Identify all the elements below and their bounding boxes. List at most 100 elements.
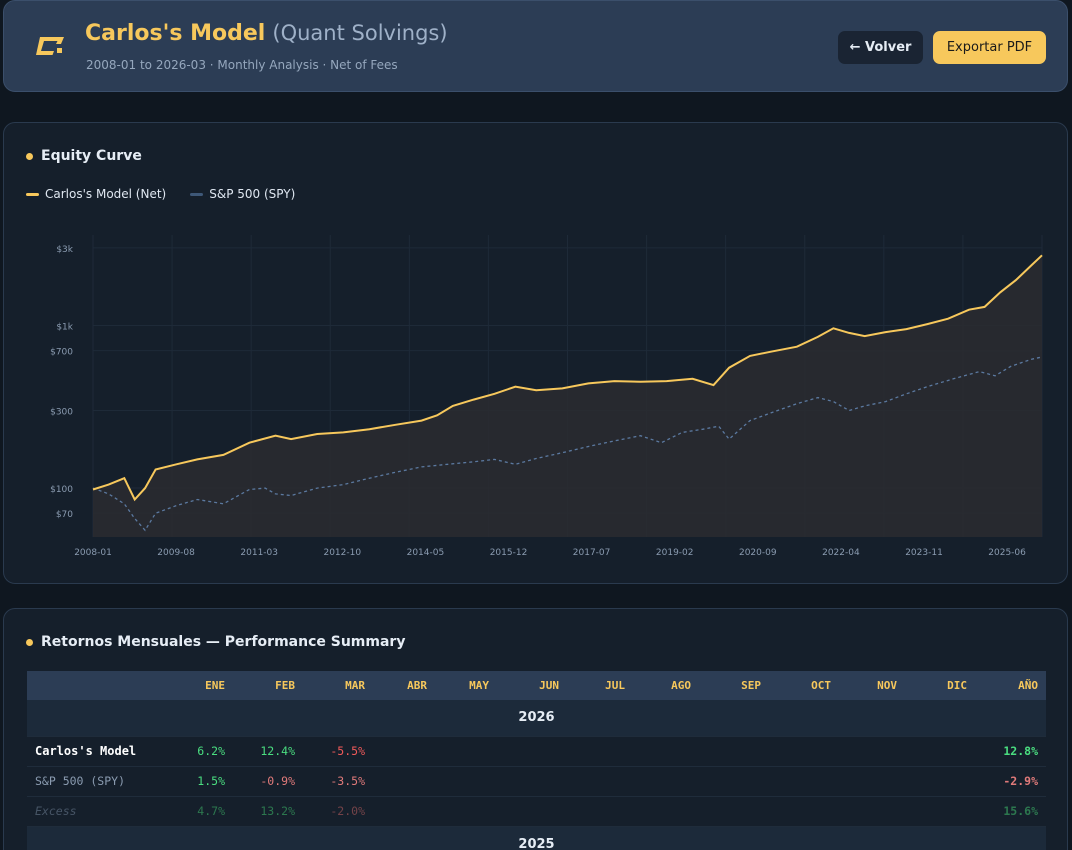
- column-header-jun: JUN: [497, 671, 567, 700]
- table-cell: [567, 766, 633, 797]
- table-cell: [905, 796, 975, 827]
- table-cell: [633, 796, 699, 827]
- table-cell: 1.5%: [157, 766, 233, 797]
- column-header-año: AÑO: [975, 671, 1046, 700]
- year-total-cell: 15.6%: [975, 796, 1046, 827]
- row-label: S&P 500 (SPY): [27, 766, 157, 797]
- chart-legend: Carlos's Model (Net) S&P 500 (SPY): [26, 187, 295, 201]
- y-tick-label: $100: [50, 485, 73, 495]
- model-provider: (Quant Solvings): [272, 21, 448, 45]
- model-title: Carlos's Model: [85, 21, 266, 46]
- table-cell: [567, 736, 633, 767]
- returns-table: ENE FEB MAR ABR MAY JUN JUL AGO SEP OCT NOV DIC AÑO …: [27, 671, 1046, 850]
- y-tick-label: $1k: [56, 322, 73, 332]
- x-tick-label: 2020-09: [739, 548, 777, 558]
- table-cell: [497, 796, 567, 827]
- column-header-oct: OCT: [769, 671, 839, 700]
- table-cell: 4.7%: [157, 796, 233, 827]
- column-header-ene: ENE: [157, 671, 233, 700]
- table-cell: 12.4%: [233, 736, 303, 767]
- spy-series-line: [92, 356, 1043, 532]
- x-tick-label: 2011-03: [240, 548, 278, 558]
- column-header-abr: ABR: [373, 671, 435, 700]
- table-cell: -0.9%: [233, 766, 303, 797]
- table-row-excess: Excess 4.7% 13.2% -2.0% 15.6%: [27, 796, 1046, 827]
- export-pdf-button[interactable]: Exportar PDF: [933, 31, 1046, 64]
- equity-curve-title-text: Equity Curve: [41, 148, 142, 164]
- table-cell: [373, 766, 435, 797]
- column-header-dic: DIC: [905, 671, 975, 700]
- back-button[interactable]: ← Volver: [838, 31, 923, 64]
- legend-label-model: Carlos's Model (Net): [45, 187, 167, 201]
- table-cell: [373, 736, 435, 767]
- table-cell: [633, 736, 699, 767]
- table-cell: [769, 766, 839, 797]
- logo-icon: [36, 37, 64, 55]
- legend-item-model[interactable]: Carlos's Model (Net): [26, 187, 166, 201]
- legend-swatch-spy: [190, 192, 204, 196]
- returns-title-text: Retornos Mensuales — Performance Summary: [41, 634, 406, 650]
- table-cell: [905, 736, 975, 767]
- table-cell: [497, 766, 567, 797]
- table-body: 2026 Carlos's Model 6.2% 12.4% -5.5% 12.8% S&P…: [27, 700, 1046, 850]
- year-total-cell: -2.9%: [975, 766, 1046, 797]
- x-tick-label: 2025-06: [988, 548, 1026, 558]
- table-cell: [497, 736, 567, 767]
- row-label: Carlos's Model: [27, 736, 157, 767]
- table-cell: [699, 736, 769, 767]
- table-cell: [435, 796, 497, 827]
- table-cell: [435, 736, 497, 767]
- year-header-row: 2025: [27, 826, 1046, 850]
- column-header-nov: NOV: [839, 671, 905, 700]
- x-tick-label: 2014-05: [407, 548, 445, 558]
- bullet-icon: [26, 638, 33, 646]
- page-header: Carlos's Model (Quant Solvings) 2008-01 …: [3, 0, 1068, 92]
- x-tick-label: 2012-10: [323, 548, 361, 558]
- bullet-icon: [26, 152, 33, 160]
- table-cell: [699, 766, 769, 797]
- column-header-may: MAY: [435, 671, 497, 700]
- table-cell: [567, 796, 633, 827]
- equity-chart[interactable]: $3k $1k $700 $300 $100 $70 2008-01 2009-08 2011-…: [4, 123, 1069, 585]
- table-cell: [839, 766, 905, 797]
- table-cell: [769, 796, 839, 827]
- year-label: 2026: [27, 700, 1046, 737]
- x-tick-label: 2008-01: [74, 548, 112, 558]
- year-total-cell: 12.8%: [975, 736, 1046, 767]
- table-cell: -2.0%: [303, 796, 373, 827]
- legend-item-spy[interactable]: S&P 500 (SPY): [190, 187, 295, 201]
- table-row-spy: S&P 500 (SPY) 1.5% -0.9% -3.5% -2.9%: [27, 766, 1046, 797]
- table-cell: [699, 796, 769, 827]
- table-cell: 13.2%: [233, 796, 303, 827]
- x-tick-label: 2017-07: [573, 548, 611, 558]
- year-header-row: 2026: [27, 700, 1046, 737]
- equity-curve-panel: Equity Curve Carlos's Model (Net) S&P 50…: [3, 122, 1068, 584]
- page-title: Carlos's Model (Quant Solvings): [85, 21, 448, 46]
- table-cell: -5.5%: [303, 736, 373, 767]
- table-cell: [435, 766, 497, 797]
- y-tick-label: $3k: [56, 245, 73, 255]
- x-tick-label: 2022-04: [822, 548, 860, 558]
- model-series-line: [92, 254, 1043, 502]
- returns-title: Retornos Mensuales — Performance Summary: [26, 634, 405, 650]
- y-tick-label: $700: [50, 348, 73, 358]
- returns-panel: Retornos Mensuales — Performance Summary…: [3, 608, 1068, 850]
- table-cell: [373, 796, 435, 827]
- table-cell: [839, 796, 905, 827]
- column-header-jul: JUL: [567, 671, 633, 700]
- column-header-label: [27, 671, 157, 700]
- column-header-sep: SEP: [699, 671, 769, 700]
- column-header-feb: FEB: [233, 671, 303, 700]
- x-tick-label: 2019-02: [656, 548, 694, 558]
- table-row-model: Carlos's Model 6.2% 12.4% -5.5% 12.8%: [27, 736, 1046, 767]
- table-cell: [633, 766, 699, 797]
- x-tick-label: 2023-11: [905, 548, 943, 558]
- legend-label-spy: S&P 500 (SPY): [209, 187, 296, 201]
- table-cell: [769, 736, 839, 767]
- column-header-mar: MAR: [303, 671, 373, 700]
- y-tick-label: $300: [50, 407, 73, 417]
- returns-table-wrap: ENE FEB MAR ABR MAY JUN JUL AGO SEP OCT NOV DIC AÑO …: [27, 671, 1046, 850]
- year-label: 2025: [27, 826, 1046, 850]
- legend-swatch-model: [26, 192, 39, 196]
- row-label: Excess: [27, 796, 157, 827]
